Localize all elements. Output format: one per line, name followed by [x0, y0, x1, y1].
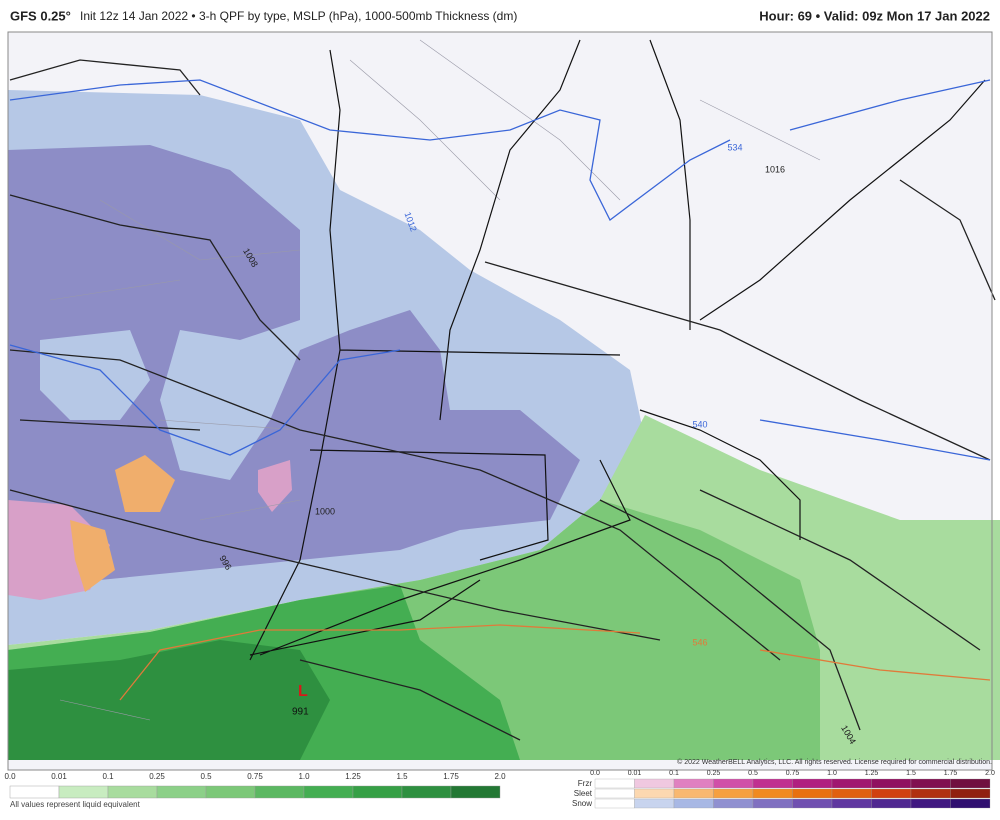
ptype-tick-label: 1.5 — [906, 770, 916, 777]
rain-tick-label: 1.0 — [298, 772, 310, 781]
ptype-color-cell — [673, 778, 714, 789]
ptype-color-cell — [634, 778, 675, 789]
ptype-color-cell — [752, 778, 793, 789]
copyright: © 2022 WeatherBELL Analytics, LLC. All r… — [677, 758, 992, 766]
ptype-color-cell — [792, 798, 833, 809]
rain-color-cell — [450, 785, 501, 799]
contour-label: 1000 — [315, 506, 335, 516]
ptype-color-cell — [831, 798, 872, 809]
model-name: GFS 0.25° — [10, 8, 71, 23]
ptype-row-label: Frzr — [578, 779, 593, 788]
rain-color-cell — [107, 785, 158, 799]
rain-tick-label: 0.25 — [149, 772, 165, 781]
rain-color-cell — [156, 785, 207, 799]
rain-color-cell — [9, 785, 60, 799]
rain-color-cell — [352, 785, 403, 799]
ptype-tick-label: 1.25 — [865, 770, 879, 777]
frzr-patch — [258, 460, 292, 512]
rain-tick-label: 1.75 — [443, 772, 459, 781]
state-borders — [49, 39, 821, 721]
map-frame — [7, 31, 993, 771]
ptype-color-cell — [634, 798, 675, 809]
ptype-color-cell — [831, 778, 872, 789]
rain-tick-label: 1.25 — [345, 772, 361, 781]
rain-tick-label: 0.1 — [102, 772, 114, 781]
rain-tick-label: 0.5 — [200, 772, 212, 781]
ptype-color-cell — [910, 778, 951, 789]
ptype-color-cell — [752, 798, 793, 809]
low-symbol: L — [298, 683, 308, 700]
ptype-color-cell — [792, 788, 833, 799]
ptype-color-cell — [831, 788, 872, 799]
low-pressure: 991 — [292, 707, 309, 718]
ptype-color-cell — [594, 778, 635, 789]
contour-label: 540 — [692, 419, 707, 429]
ptype-color-cell — [950, 798, 991, 809]
sleet-patch — [70, 520, 115, 592]
ptype-color-cell — [950, 788, 991, 799]
ptype-tick-label: 0.01 — [628, 770, 642, 777]
ptype-color-cell — [713, 778, 754, 789]
ptype-tick-label: 1.0 — [827, 770, 837, 777]
ptype-color-cell — [713, 798, 754, 809]
ptype-tick-label: 0.75 — [786, 770, 800, 777]
rain-color-cell — [205, 785, 256, 799]
isobars — [9, 59, 996, 741]
rain-tick-label: 1.5 — [396, 772, 408, 781]
ptype-tick-label: 0.0 — [590, 770, 600, 777]
ptype-color-cell — [871, 778, 912, 789]
rain-color-cell — [58, 785, 109, 799]
ptype-row-label: Snow — [572, 799, 592, 808]
ptype-color-cell — [871, 798, 912, 809]
ptype-tick-label: 0.5 — [748, 770, 758, 777]
ptype-color-cell — [673, 798, 714, 809]
ptype-tick-label: 1.75 — [944, 770, 958, 777]
contour-label: 534 — [727, 142, 742, 152]
ptype-color-cell — [594, 798, 635, 809]
ptype-tick-label: 0.1 — [669, 770, 679, 777]
ptype-color-cell — [634, 788, 675, 799]
ptype-color-cell — [673, 788, 714, 799]
rain-color-cell — [401, 785, 452, 799]
rain-tick-label: 0.75 — [247, 772, 263, 781]
ptype-color-cell — [792, 778, 833, 789]
ptype-tick-label: 0.25 — [707, 770, 721, 777]
rain-color-cell — [303, 785, 354, 799]
rain-color-cell — [254, 785, 305, 799]
rain-tick-label: 2.0 — [494, 772, 506, 781]
ptype-color-cell — [752, 788, 793, 799]
rain-tick-label: 0.0 — [4, 772, 16, 781]
ptype-color-cell — [713, 788, 754, 799]
valid-time: Hour: 69 • Valid: 09z Mon 17 Jan 2022 — [759, 8, 990, 23]
ptype-color-cell — [910, 798, 951, 809]
ptype-color-cell — [950, 778, 991, 789]
coastlines — [249, 39, 986, 661]
ptype-color-cell — [871, 788, 912, 799]
ptype-row-label: Sleet — [574, 789, 593, 798]
contour-label: 546 — [692, 637, 707, 647]
snow-light-hole — [40, 330, 150, 420]
rain-tick-label: 0.01 — [51, 772, 67, 781]
rain-very-heavy — [8, 640, 330, 760]
title: Init 12z 14 Jan 2022 • 3-h QPF by type, … — [80, 9, 517, 23]
ptype-color-cell — [594, 788, 635, 799]
sleet-patch — [115, 455, 175, 512]
ptype-tick-label: 2.0 — [985, 770, 995, 777]
ptype-color-cell — [910, 788, 951, 799]
legend-note: All values represent liquid equivalent — [10, 800, 141, 809]
contour-label: 1016 — [765, 164, 785, 174]
